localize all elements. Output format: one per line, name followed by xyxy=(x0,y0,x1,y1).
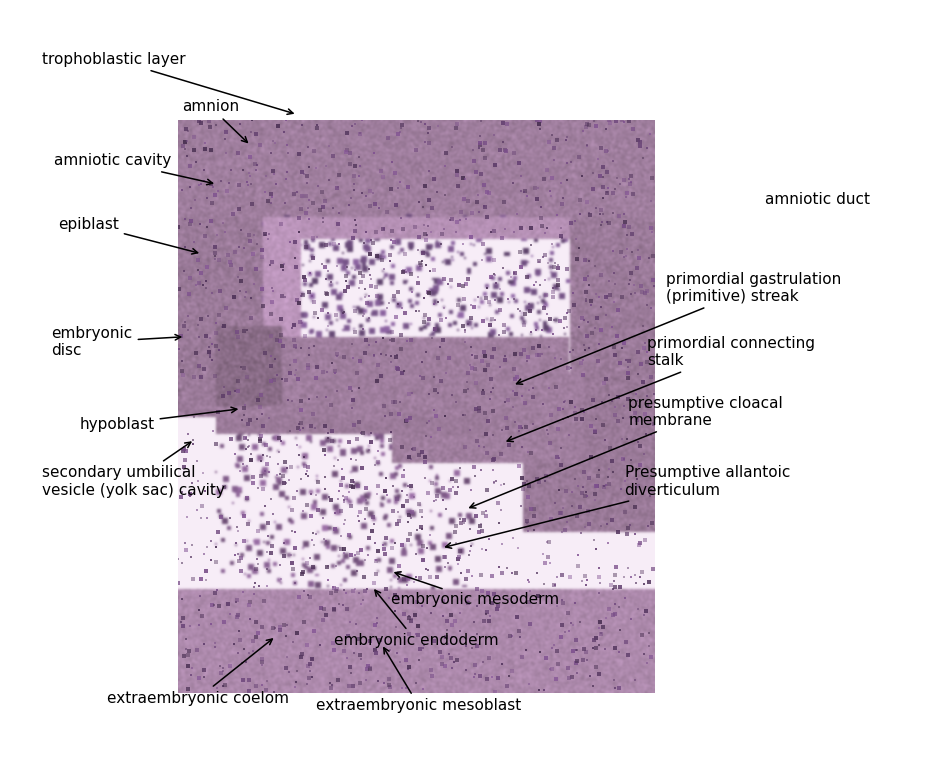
Text: embryonic endoderm: embryonic endoderm xyxy=(334,591,498,649)
Text: embryonic
disc: embryonic disc xyxy=(51,326,180,358)
Text: Presumptive allantoic
diverticulum: Presumptive allantoic diverticulum xyxy=(446,465,790,548)
Text: embryonic mesoderm: embryonic mesoderm xyxy=(391,572,559,608)
Text: extraembryonic mesoblast: extraembryonic mesoblast xyxy=(316,648,522,714)
Text: trophoblastic layer: trophoblastic layer xyxy=(42,52,293,115)
Text: extraembryonic coelom: extraembryonic coelom xyxy=(108,639,289,706)
Text: epiblast: epiblast xyxy=(58,217,197,254)
Text: amnion: amnion xyxy=(181,99,248,142)
Text: primordial gastrulation
(primitive) streak: primordial gastrulation (primitive) stre… xyxy=(516,272,841,384)
Text: amniotic cavity: amniotic cavity xyxy=(54,153,212,185)
Text: hypoblast: hypoblast xyxy=(79,407,237,432)
Text: secondary umbilical
vesicle (yolk sac) cavity: secondary umbilical vesicle (yolk sac) c… xyxy=(42,442,225,498)
Text: amniotic duct: amniotic duct xyxy=(765,192,870,207)
Text: presumptive cloacal
membrane: presumptive cloacal membrane xyxy=(469,396,784,508)
Text: primordial connecting
stalk: primordial connecting stalk xyxy=(507,336,815,442)
